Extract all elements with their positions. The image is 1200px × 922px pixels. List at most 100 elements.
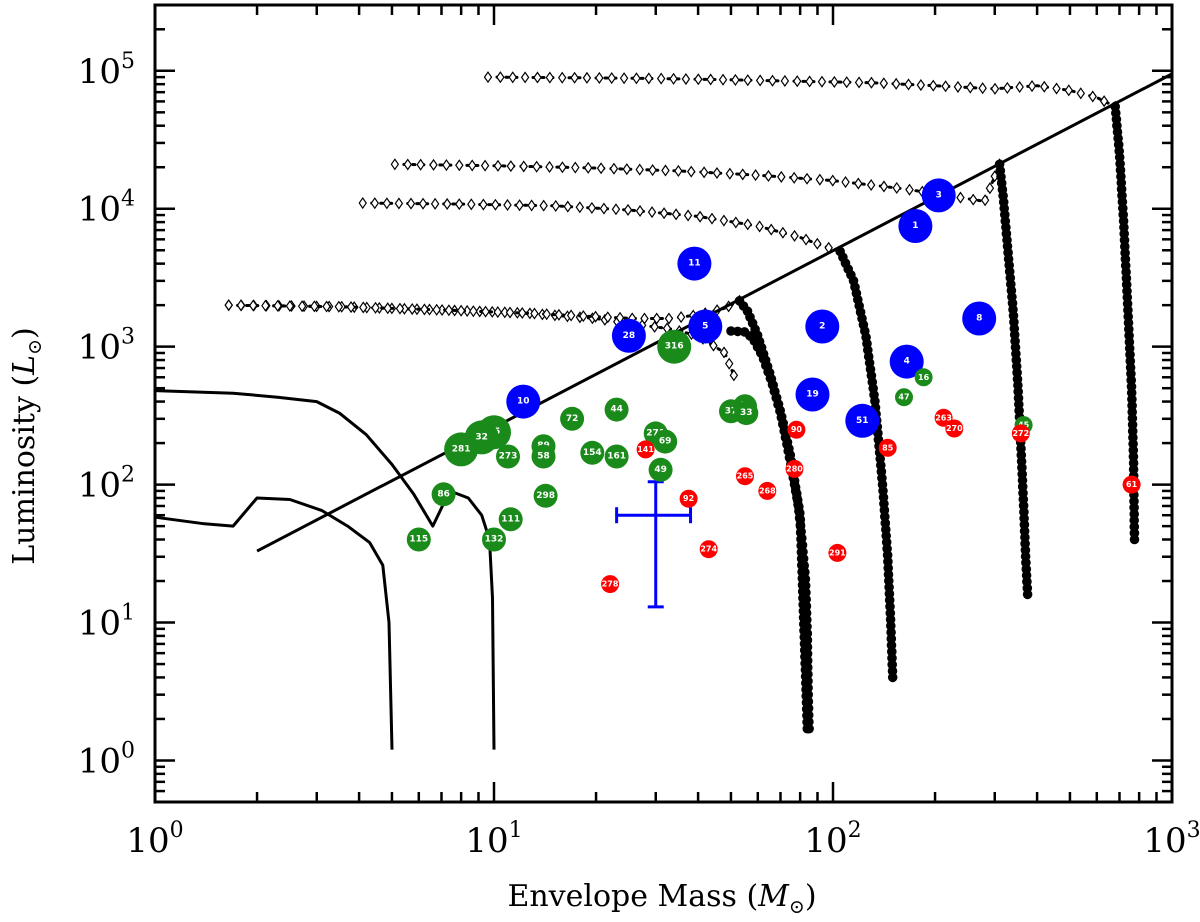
point-270: 270: [945, 419, 964, 438]
point-5: 5: [688, 309, 723, 344]
y-tick-base: 10: [78, 52, 121, 92]
point-51-label: 51: [856, 416, 869, 426]
track-4-diamond-15: [669, 72, 678, 85]
track-2-diamond-10: [479, 198, 488, 211]
point-274: 274: [699, 540, 718, 559]
point-72-label: 72: [566, 414, 579, 424]
track-2-diamond-11: [491, 198, 500, 211]
x-tick-base: 10: [465, 821, 508, 861]
track-3-diamond-36: [854, 177, 863, 190]
track-4-diamond-33: [891, 77, 901, 90]
point-268-marker: [758, 481, 777, 500]
track-4-diamond-50: [1099, 95, 1109, 108]
track-3-diamond-46: [980, 194, 990, 207]
track-4-diamond-7: [570, 71, 579, 84]
track-1-diamond-27: [554, 308, 564, 321]
track-0-diamond-40: [719, 346, 729, 359]
point-85: 85: [878, 438, 897, 457]
x-tick-base: 10: [804, 821, 847, 861]
track-1-diamond-26: [542, 308, 551, 321]
point-61-label: 61: [1126, 480, 1138, 489]
track-2-diamond-1: [370, 197, 380, 210]
point-111-label: 111: [501, 514, 520, 524]
track-3-diamond-44: [956, 191, 965, 204]
plot-border: [153, 3, 1174, 804]
track-3-diamond-19: [635, 163, 644, 176]
track-4-diamond-42: [1003, 81, 1012, 94]
point-10-label: 10: [517, 397, 530, 407]
track-3-diamond-17: [609, 162, 619, 175]
point-58: 58: [531, 444, 556, 469]
point-90-label: 90: [791, 425, 803, 434]
track-2-diamond-21: [611, 203, 621, 216]
point-274-label: 274: [700, 545, 717, 554]
point-10: 10: [506, 384, 541, 419]
track-0-diamond-42: [729, 369, 739, 382]
y-tick-label-1: 101: [78, 601, 135, 644]
track-3-dot-68: [1022, 589, 1033, 600]
track-1-diamond-22: [493, 306, 503, 319]
track-4-diamond-19: [718, 73, 728, 86]
track-2-diamond-26: [671, 208, 681, 221]
track-2-diamond-4: [406, 197, 416, 210]
point-115-label: 115: [409, 535, 428, 545]
point-280-label: 280: [786, 464, 803, 473]
track-1-diamond-32: [615, 311, 625, 324]
track-1-diamond-1: [236, 299, 246, 312]
y-axis-unit: L: [7, 355, 42, 376]
track-2-diamond-22: [623, 203, 633, 216]
plot-frame: [153, 3, 1174, 804]
point-69-marker: [653, 429, 678, 454]
track-1-diamond-0: [224, 299, 233, 312]
track-1-dotted-line: [227, 299, 741, 320]
point-278: 278: [601, 575, 620, 594]
track-4-diamond-24: [780, 74, 790, 87]
point-281: 281: [444, 432, 479, 467]
track-1-diamond-8: [322, 300, 331, 313]
point-47-marker: [895, 388, 913, 407]
track-2-diamond-5: [418, 197, 428, 210]
track-1-diamond-10: [346, 301, 356, 314]
track-3-diamond-30: [777, 170, 786, 183]
track-4-dotted-line: [486, 75, 1117, 109]
track-1-diamond-17: [432, 303, 441, 316]
point-92-label: 92: [683, 494, 694, 503]
point-72: 72: [560, 406, 585, 431]
track-4-dot-68: [1129, 534, 1140, 545]
track-2-diamond-12: [503, 198, 512, 212]
track-3-diamond-28: [751, 169, 760, 182]
track-0-diamond-34: [650, 320, 659, 333]
track-3-diamond-11: [532, 160, 541, 173]
point-265-marker: [736, 467, 754, 486]
point-11-marker: [677, 246, 712, 281]
track-4-diamond-17: [694, 73, 703, 86]
point-278-marker: [601, 575, 620, 594]
point-111: 111: [498, 507, 523, 532]
point-5-marker: [688, 309, 723, 344]
track-3-diamond-27: [738, 168, 747, 181]
point-115-marker: [406, 527, 431, 552]
track-1-diamond-29: [579, 309, 588, 323]
y-tick-exp: 1: [121, 601, 135, 626]
point-92: 92: [679, 489, 698, 508]
track-3-diamond-29: [764, 169, 773, 183]
track-1-diamond-2: [248, 299, 258, 312]
track-4-diamond-27: [817, 75, 827, 88]
y-tick-base: 10: [78, 466, 121, 506]
track-2-diamond-39: [824, 241, 833, 254]
track-2-diamond-27: [683, 209, 693, 222]
point-10-marker: [506, 384, 541, 419]
point-92-marker: [679, 489, 698, 508]
point-272-marker: [1011, 424, 1030, 443]
x-tick-label-0: 100: [126, 818, 183, 861]
track-3-diamond-15: [583, 161, 593, 174]
point-298-marker: [533, 483, 558, 508]
point-273-label: 273: [499, 452, 518, 462]
point-111-marker: [498, 507, 523, 532]
track-1-diamond-15: [407, 302, 417, 316]
track-3-diamond-31: [789, 171, 799, 184]
track-2-diamond-25: [659, 207, 669, 220]
x-tick-exp: 1: [509, 818, 523, 843]
track-2-diamond-35: [778, 226, 788, 239]
track-2-diamond-38: [813, 237, 822, 250]
